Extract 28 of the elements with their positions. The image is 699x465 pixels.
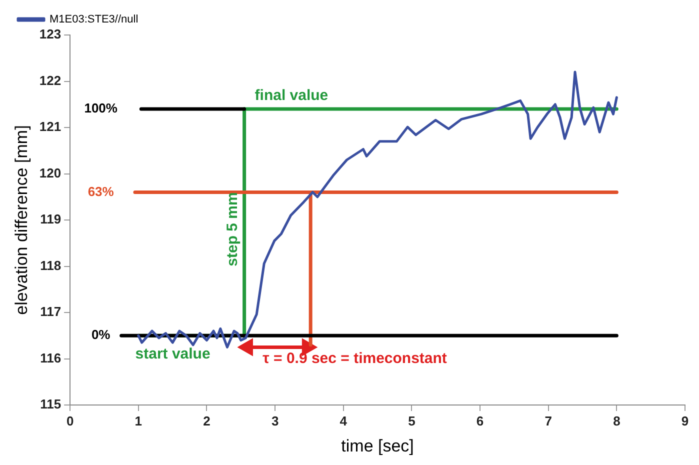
annotation: start value xyxy=(135,345,210,362)
y-tick-label: 118 xyxy=(40,258,62,273)
legend-label: M1E03:STE3//null xyxy=(50,14,138,26)
annotation: final value xyxy=(254,87,328,104)
y-tick-label: 121 xyxy=(39,119,62,134)
x-tick-label: 4 xyxy=(340,413,348,428)
x-tick-label: 0 xyxy=(66,413,74,428)
annotation: 0% xyxy=(91,327,111,342)
x-tick-label: 1 xyxy=(134,413,142,428)
x-tick-label: 6 xyxy=(476,413,484,428)
y-tick-label: 120 xyxy=(39,165,62,180)
x-axis-title: time [sec] xyxy=(341,436,414,456)
y-tick-label: 117 xyxy=(40,304,62,320)
x-tick-label: 7 xyxy=(544,413,552,428)
y-tick-label: 116 xyxy=(40,350,62,366)
y-tick-label: 119 xyxy=(40,212,62,227)
y-axis-title: elevation difference [mm] xyxy=(12,125,31,315)
x-tick-label: 5 xyxy=(408,413,416,428)
x-tick-label: 3 xyxy=(271,413,279,428)
y-tick-label: 115 xyxy=(40,396,62,412)
y-tick-label: 122 xyxy=(39,72,62,88)
x-tick-label: 9 xyxy=(681,413,689,428)
annotation: 100% xyxy=(84,100,118,116)
y-tick-label: 123 xyxy=(39,26,62,42)
annotation: 63% xyxy=(88,184,114,199)
x-tick-label: 2 xyxy=(203,413,210,428)
x-tick-label: 8 xyxy=(613,413,620,428)
annotation: step 5 mm xyxy=(224,192,242,266)
